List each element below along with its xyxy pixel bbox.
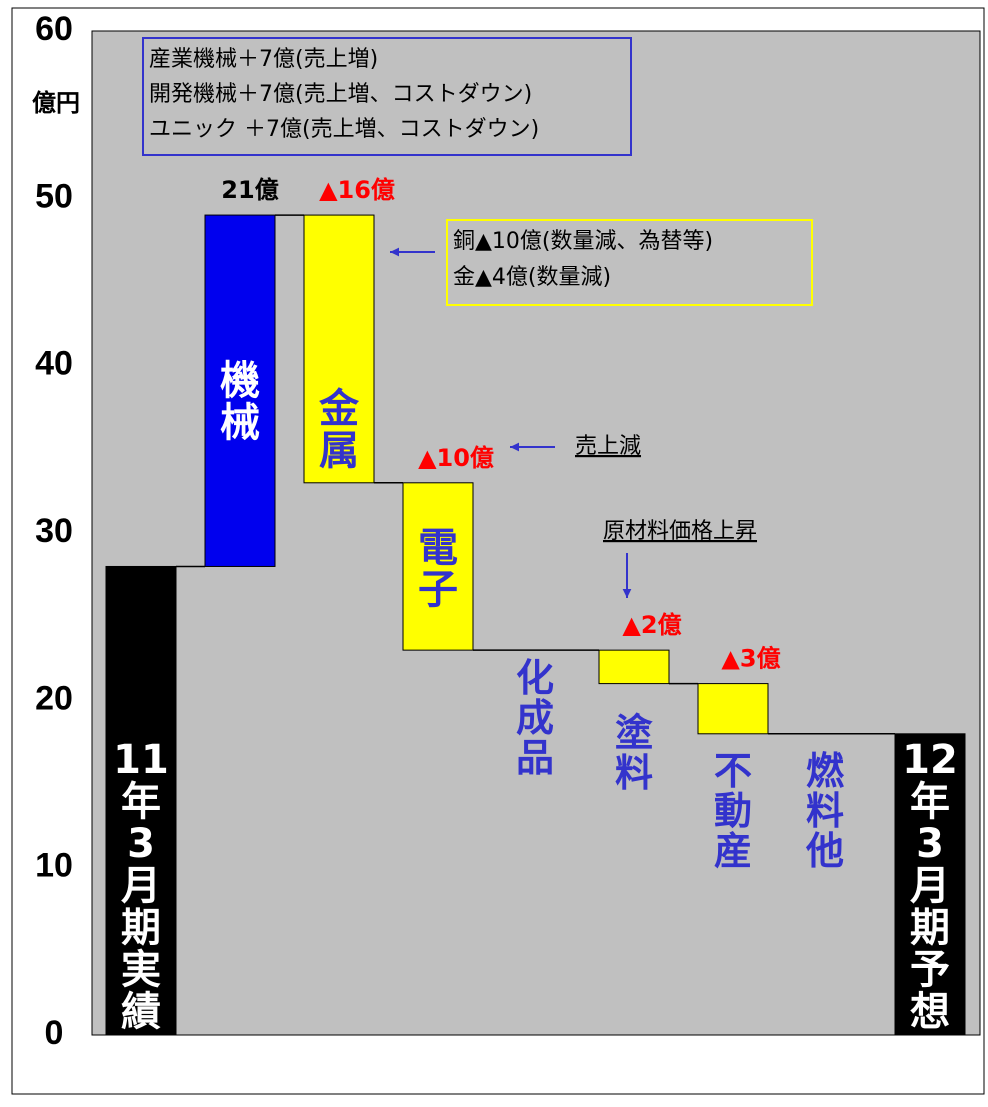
annotation-text: 産業機械＋7億(売上増) [149, 47, 378, 72]
annotation-text: 銅▲10億(数量減、為替等) [453, 229, 713, 254]
category-label: 塗料 [615, 711, 653, 795]
category-label: 機械 [220, 358, 260, 446]
y-tick-label: 30 [35, 512, 73, 550]
annotation-text: 開発機械＋7億(売上増、コストダウン) [149, 82, 532, 107]
bar [697, 683, 769, 735]
bar [894, 733, 966, 1036]
category-label: 金属 [318, 386, 360, 474]
annotation-box [446, 219, 813, 306]
annotation-box [142, 37, 632, 156]
value-label: ▲3億 [721, 645, 780, 673]
value-label: ▲10億 [418, 444, 494, 472]
annotation-text: ユニック ＋7億(売上増、コストダウン) [149, 117, 539, 142]
y-tick-label: 20 [35, 679, 73, 717]
y-tick-label: 40 [35, 345, 73, 383]
category-label: 電子 [418, 525, 458, 613]
value-label: ▲2億 [622, 611, 681, 639]
y-tick-label: 0 [45, 1014, 64, 1052]
category-label: 不動産 [714, 749, 752, 873]
category-label: 燃料他 [805, 749, 845, 873]
bar [598, 649, 670, 685]
annotation-text: 金▲4億(数量減) [453, 265, 611, 290]
bar [303, 214, 375, 484]
arrow-head [390, 247, 400, 257]
annotation-text: 原材料価格上昇 [603, 519, 757, 544]
category-label: 11 年 3 月期実績 [113, 737, 169, 1035]
category-label: 12 年 3 月期予想 [902, 737, 958, 1035]
bar [105, 565, 177, 1036]
y-axis-label: 億円 [32, 89, 80, 117]
y-tick-label: 60 [35, 10, 73, 48]
value-label: 21億 [221, 176, 278, 204]
annotation-text: 売上減 [575, 434, 641, 459]
y-tick-label: 50 [35, 177, 73, 215]
arrow-head [622, 588, 632, 598]
frame [11, 7, 985, 1095]
bar [204, 214, 276, 567]
value-label: ▲16億 [319, 176, 395, 204]
y-tick-label: 10 [35, 847, 73, 885]
arrow-head [510, 442, 520, 452]
category-label: 化成品 [516, 656, 554, 780]
bar [402, 482, 474, 651]
